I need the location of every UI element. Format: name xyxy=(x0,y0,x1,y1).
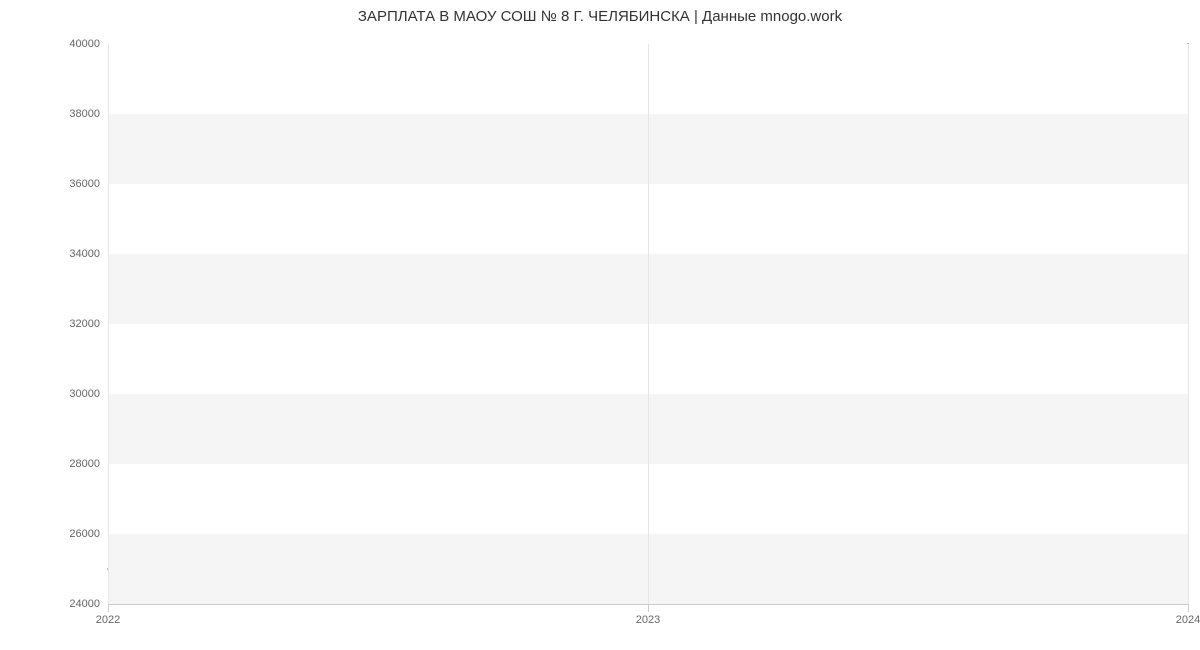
x-tick-label: 2023 xyxy=(636,604,660,626)
x-gridline xyxy=(1188,44,1189,604)
x-gridline xyxy=(108,44,109,604)
x-tick-label: 2022 xyxy=(96,604,120,626)
x-tick-label: 2024 xyxy=(1176,604,1200,626)
y-tick-label: 30000 xyxy=(69,388,108,400)
plot-area: 2400026000280003000032000340003600038000… xyxy=(108,44,1188,604)
y-tick-label: 38000 xyxy=(69,108,108,120)
x-gridline xyxy=(648,44,649,604)
chart-title: ЗАРПЛАТА В МАОУ СОШ № 8 Г. ЧЕЛЯБИНСКА | … xyxy=(0,8,1200,25)
y-tick-label: 34000 xyxy=(69,248,108,260)
y-tick-label: 26000 xyxy=(69,528,108,540)
line-chart: ЗАРПЛАТА В МАОУ СОШ № 8 Г. ЧЕЛЯБИНСКА | … xyxy=(0,0,1200,650)
y-tick-label: 36000 xyxy=(69,178,108,190)
y-tick-label: 28000 xyxy=(69,458,108,470)
y-tick-label: 40000 xyxy=(69,38,108,50)
y-tick-label: 32000 xyxy=(69,318,108,330)
